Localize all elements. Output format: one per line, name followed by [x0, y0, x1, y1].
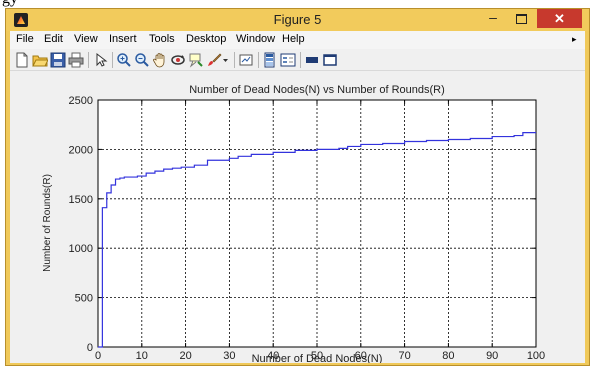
x-tick-label: 50	[311, 350, 323, 362]
zoom-in-icon[interactable]	[116, 52, 132, 68]
save-icon[interactable]	[50, 52, 66, 68]
matlab-icon[interactable]	[14, 13, 28, 27]
x-tick-label: 0	[95, 350, 101, 362]
figure-toolbar	[10, 49, 585, 71]
x-axis-label: Number of Dead Nodes(N)	[252, 353, 383, 363]
window-title: Figure 5	[273, 12, 322, 27]
arrow-pointer-icon[interactable]	[93, 52, 109, 68]
x-tick-label: 10	[136, 350, 148, 362]
top-fragment-text: gy	[2, 0, 18, 8]
series-line[interactable]	[98, 132, 536, 348]
x-tick-label: 100	[527, 350, 545, 362]
top-strip: gy	[0, 0, 597, 8]
link-plot-icon[interactable]	[238, 52, 254, 68]
x-tick-label: 70	[398, 350, 410, 362]
plot-area: 0 10 20 30 40 50 60 70 80 90 100 0 500 1000 1500 2000 25…	[10, 72, 585, 363]
legend-icon[interactable]	[280, 52, 296, 68]
x-tick-label: 20	[179, 350, 191, 362]
hide-plot-tools-icon[interactable]	[304, 52, 320, 68]
menu-insert[interactable]: Insert	[109, 33, 137, 45]
y-tick-label: 1500	[69, 194, 93, 206]
pan-hand-icon[interactable]	[152, 52, 168, 68]
tick-labels: 0 10 20 30 40 50 60 70 80 90 100050010001500200025…	[69, 95, 546, 362]
data-cursor-icon[interactable]	[188, 52, 204, 68]
menu-window[interactable]: Window	[236, 33, 276, 45]
print-icon[interactable]	[68, 52, 84, 68]
x-tick-label: 90	[486, 350, 498, 362]
brush-icon[interactable]	[206, 52, 222, 68]
rotate-3d-icon[interactable]	[170, 52, 186, 68]
menu-tools[interactable]: Tools	[149, 33, 175, 45]
zoom-out-icon[interactable]	[134, 52, 150, 68]
open-file-icon[interactable]	[32, 52, 49, 68]
figure-client: File Edit View Insert Tools Desktop Wind…	[10, 31, 585, 363]
menu-overflow-arrow[interactable]: ▸	[572, 34, 577, 44]
menu-view[interactable]: View	[74, 33, 98, 45]
menu-desktop[interactable]: Desktop	[186, 33, 227, 45]
y-tick-label: 1000	[69, 243, 93, 255]
new-figure-icon[interactable]	[14, 52, 30, 68]
menu-file[interactable]: File	[16, 33, 34, 45]
menu-help[interactable]: Help	[282, 33, 305, 45]
x-tick-label: 60	[355, 350, 367, 362]
close-button[interactable]: ✕	[537, 9, 582, 28]
y-tick-label: 2500	[69, 95, 93, 107]
menu-bar: File Edit View Insert Tools Desktop Wind…	[10, 31, 585, 49]
y-axis-label: Number of Rounds(R)	[42, 174, 53, 272]
x-tick-label: 40	[267, 350, 279, 362]
brush-dropdown-icon[interactable]	[222, 52, 230, 68]
maximize-button[interactable]	[508, 9, 534, 27]
chart-title: Number of Dead Nodes(N) vs Number of Rou…	[189, 84, 445, 96]
line-chart: 0 10 20 30 40 50 60 70 80 90 100050010001500200025…	[42, 84, 546, 363]
minimize-button[interactable]: –	[489, 9, 497, 25]
colorbar-icon[interactable]	[262, 52, 278, 68]
series-layer	[98, 132, 536, 348]
y-tick-label: 0	[87, 342, 93, 354]
figure-window: Figure 5 – ✕ File Edit View Insert Tools…	[5, 8, 590, 366]
show-plot-tools-icon[interactable]	[322, 52, 338, 68]
x-tick-label: 80	[442, 350, 454, 362]
title-bar[interactable]: Figure 5 – ✕	[6, 9, 589, 31]
x-tick-label: 30	[223, 350, 235, 362]
y-tick-label: 500	[75, 293, 93, 305]
menu-edit[interactable]: Edit	[44, 33, 63, 45]
y-tick-label: 2000	[69, 144, 93, 156]
